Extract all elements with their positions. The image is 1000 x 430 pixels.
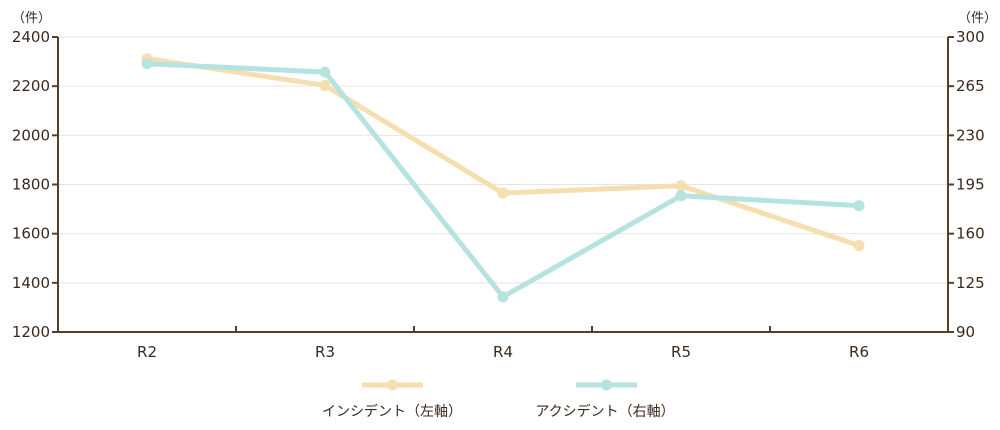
gridlines — [58, 36, 948, 284]
series-lines — [141, 53, 865, 303]
data-point — [853, 239, 865, 251]
data-point — [497, 291, 509, 303]
legend-label: インシデント（左軸） — [322, 403, 462, 420]
legend-swatch-marker — [387, 379, 398, 391]
x-tick-label: R4 — [493, 343, 513, 361]
legend-swatch-marker — [601, 379, 612, 391]
series-2 — [141, 58, 865, 303]
data-point — [319, 66, 331, 78]
series-line — [144, 61, 862, 300]
right-tick-label: 230 — [956, 126, 985, 144]
left-tick-label: 2200 — [12, 77, 50, 95]
x-tick-label: R6 — [849, 343, 869, 361]
x-tick-label: R2 — [137, 343, 157, 361]
x-tick-label: R5 — [671, 343, 691, 361]
right-tick-label: 300 — [956, 28, 985, 46]
left-tick-label: 1600 — [12, 225, 50, 243]
right-tick-label: 265 — [956, 77, 985, 95]
data-point — [675, 190, 687, 202]
left-tick-label: 1400 — [12, 274, 50, 292]
series-1 — [141, 53, 865, 251]
left-axis-unit: （件） — [12, 11, 51, 26]
data-point — [141, 58, 153, 70]
axes — [52, 36, 954, 333]
right-tick-label: 90 — [956, 323, 975, 341]
right-tick-label: 160 — [956, 225, 985, 243]
x-tick-label: R3 — [315, 343, 335, 361]
legend: インシデント（左軸） アクシデント（右軸） — [322, 379, 675, 420]
left-tick-label: 1800 — [12, 176, 50, 194]
right-axis-unit: （件） — [958, 11, 997, 26]
data-point — [497, 187, 509, 199]
right-tick-labels: 300 265 230 195 160 125 90 — [956, 28, 985, 341]
legend-label: アクシデント（右軸） — [535, 403, 674, 420]
left-tick-label: 1200 — [12, 323, 50, 341]
data-point — [675, 180, 687, 192]
legend-item: アクシデント（右軸） — [535, 379, 675, 420]
data-point — [319, 79, 331, 91]
legend-item: インシデント（左軸） — [322, 379, 462, 420]
right-tick-label: 195 — [956, 176, 985, 194]
left-tick-labels: 2400 2200 2000 1800 1600 1400 1200 — [12, 28, 50, 341]
right-tick-label: 125 — [956, 274, 985, 292]
data-point — [853, 200, 865, 212]
left-tick-label: 2000 — [12, 126, 50, 144]
left-tick-label: 2400 — [12, 28, 50, 46]
x-tick-labels: R2 R3 R4 R5 R6 — [137, 343, 869, 361]
